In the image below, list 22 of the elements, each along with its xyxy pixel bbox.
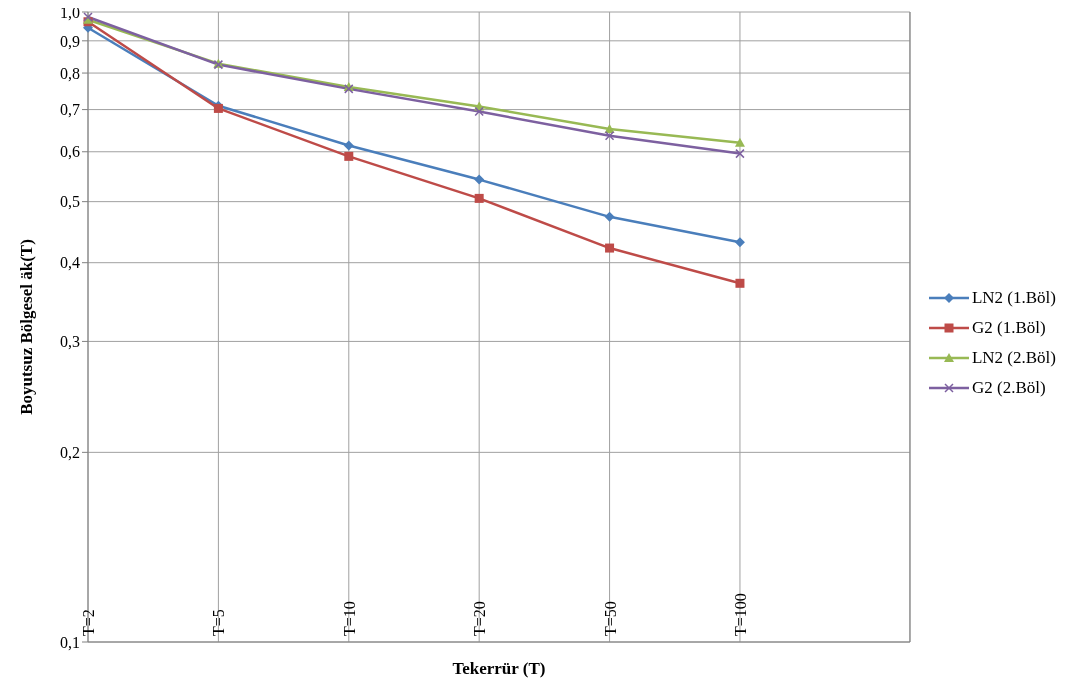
x-tick-label: T=100: [731, 593, 749, 636]
x-tick-label: T=20: [471, 601, 489, 636]
y-tick-label: 0,3: [60, 333, 80, 351]
x-tick-label: T=2: [80, 609, 97, 636]
x-tick-label: T=50: [601, 601, 619, 636]
y-tick-label: 0,4: [60, 254, 80, 272]
y-axis-title: Boyutsuz Bölgesel äk(T): [17, 239, 37, 415]
legend-label: LN2 (2.Böl): [971, 348, 1056, 368]
y-tick-label: 0,5: [60, 193, 80, 211]
y-tick-label: 0,2: [60, 444, 80, 462]
y-tick-label: 0,1: [60, 633, 80, 651]
legend-label: LN2 (1.Böl): [971, 288, 1056, 308]
legend-label: G2 (1.Böl): [971, 318, 1046, 338]
y-tick-label: 0,9: [60, 32, 80, 50]
x-tick-label: T=5: [210, 609, 228, 636]
y-tick-label: 1,0: [60, 3, 80, 21]
y-tick-label: 0,8: [60, 64, 80, 82]
x-tick-label: T=10: [340, 601, 358, 636]
y-tick-label: 0,7: [60, 101, 80, 119]
x-axis-title: Tekerrür (T): [452, 659, 546, 678]
legend-label: G2 (2.Böl): [971, 378, 1046, 398]
y-tick-label: 0,6: [60, 143, 80, 161]
